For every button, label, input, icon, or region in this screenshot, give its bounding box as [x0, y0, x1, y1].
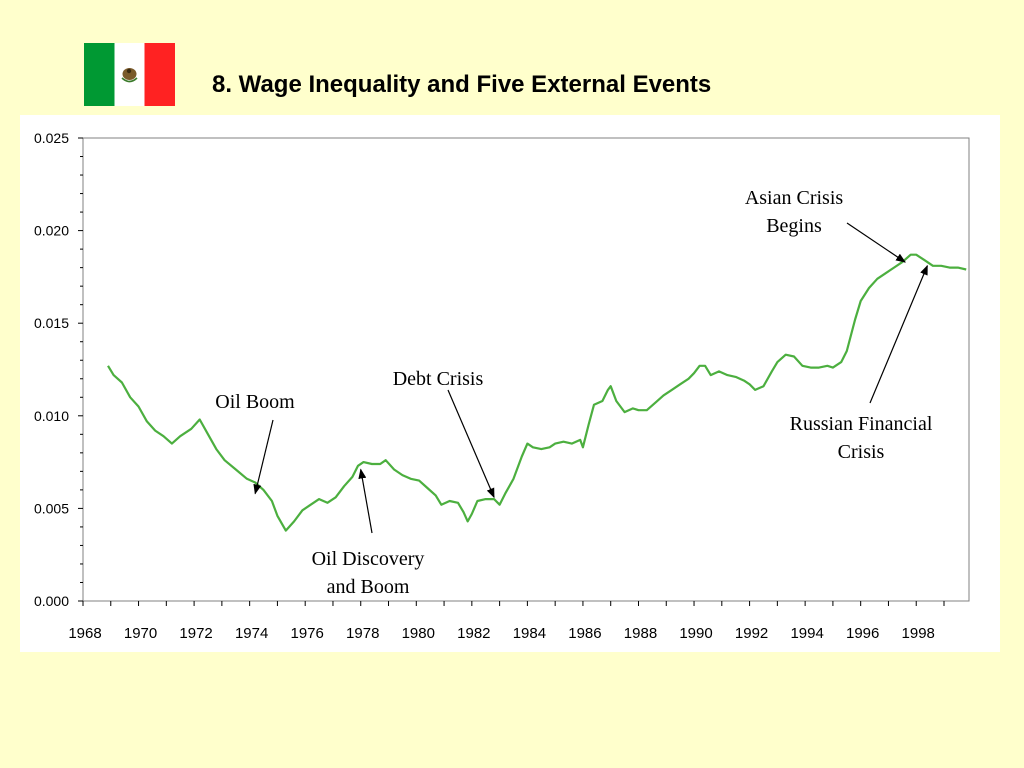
- line-chart: 0.000 0.005 0.010 0.015 0.020 0.025 1968 1970 19…: [34, 130, 970, 642]
- x-tick-label: 1992: [735, 625, 768, 642]
- annotation-arrow: [447, 389, 495, 499]
- x-tick-label: 1982: [457, 625, 490, 642]
- x-tick-label: 1978: [346, 625, 379, 642]
- slide-title: 8. Wage Inequality and Five External Eve…: [212, 71, 712, 98]
- x-tick-label: 1970: [124, 625, 157, 642]
- annotation-label: Crisis: [838, 441, 885, 463]
- y-tick-label: 0.010: [34, 408, 69, 424]
- annotation-label: Oil Discovery: [312, 548, 425, 570]
- x-tick-label: 1998: [902, 625, 935, 642]
- chart-series: [107, 253, 967, 532]
- wage-inequality-line: [107, 253, 967, 532]
- x-tick-label: 1968: [68, 625, 101, 642]
- annotation-label: Begins: [766, 215, 822, 237]
- y-tick-label: 0.005: [34, 500, 69, 516]
- x-tick-label: 1972: [179, 625, 212, 642]
- x-tick-label: 1988: [624, 625, 657, 642]
- annotation-label: and Boom: [327, 576, 410, 598]
- annotation-label: Oil Boom: [215, 391, 295, 413]
- y-tick-label: 0.020: [34, 223, 69, 239]
- x-tick-label: 1974: [235, 625, 268, 642]
- chart-panel: 0.000 0.005 0.010 0.015 0.020 0.025 1968 1970 19…: [20, 115, 1000, 652]
- x-tick-label: 1976: [291, 625, 324, 642]
- x-tick-label: 1986: [568, 625, 601, 642]
- flag-emblem-icon: [121, 68, 138, 83]
- annotation-label: Asian Crisis: [745, 187, 844, 209]
- chart-axes: 0.000 0.005 0.010 0.015 0.020 0.025 1968 1970 19…: [34, 130, 970, 642]
- annotation-label: Debt Crisis: [393, 368, 484, 390]
- x-tick-label: 1980: [402, 625, 435, 642]
- flag-red-stripe: [144, 43, 175, 106]
- y-tick-label: 0.025: [34, 130, 69, 146]
- x-tick-label: 1994: [790, 625, 823, 642]
- annotation-arrow: [358, 468, 373, 534]
- y-tick-label: 0.000: [34, 593, 69, 609]
- y-tick-label: 0.015: [34, 315, 69, 331]
- annotation-arrow: [846, 222, 906, 263]
- mexico-flag-image: [84, 43, 175, 106]
- chart-annotations: Oil Boom Oil Discovery and Boom Debt Crisis…: [215, 187, 933, 598]
- x-tick-label: 1990: [679, 625, 712, 642]
- annotation-label: Russian Financial: [790, 413, 933, 435]
- flag-green-stripe: [84, 43, 115, 106]
- annotation-arrow: [253, 419, 274, 495]
- annotation-arrow: [869, 264, 928, 404]
- plot-frame: [82, 137, 970, 602]
- x-tick-label: 1984: [513, 625, 546, 642]
- x-tick-label: 1996: [846, 625, 879, 642]
